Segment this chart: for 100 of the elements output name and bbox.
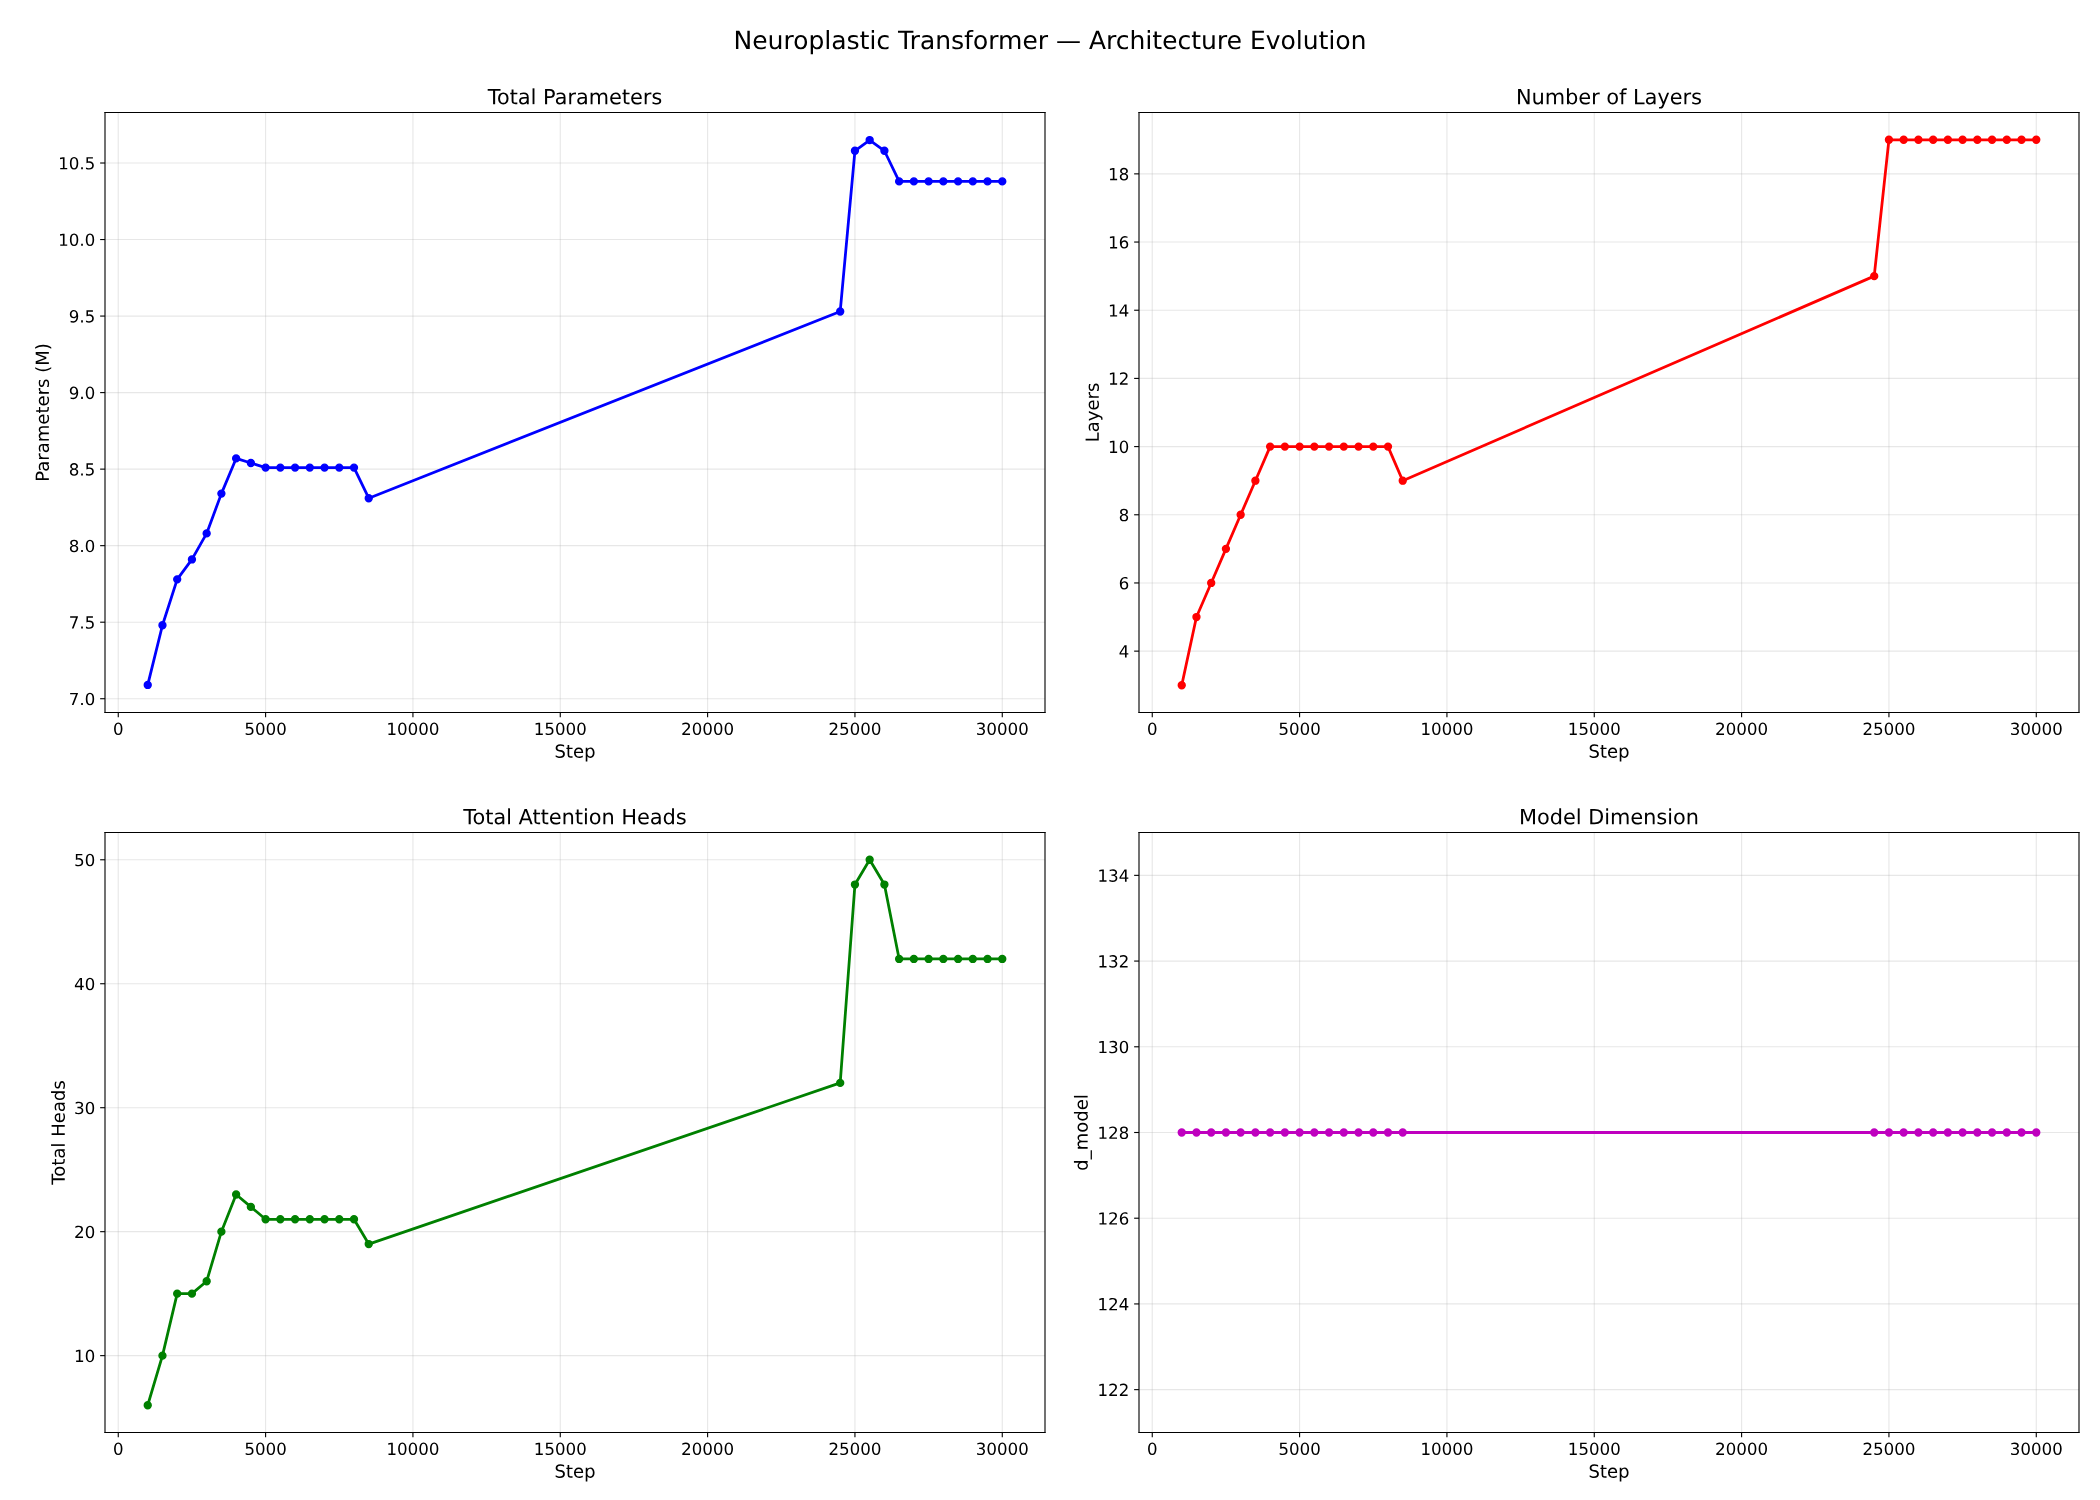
y-tick-label: 9.0 <box>69 386 95 400</box>
x-tick-label: 25000 <box>829 1442 881 1456</box>
point <box>1928 135 1938 144</box>
y-tick-label: 130 <box>1099 1040 1129 1054</box>
point <box>1884 135 1894 144</box>
y-axis-title: d_model <box>1073 1095 1092 1170</box>
point <box>939 177 948 186</box>
y-tick-label: 9.5 <box>69 310 94 323</box>
point <box>1914 135 1923 144</box>
point <box>2032 135 2041 144</box>
point <box>850 146 860 155</box>
point <box>983 954 992 964</box>
point <box>909 177 919 186</box>
y-axis-title: Total Heads <box>51 1081 66 1185</box>
y-tick-label: 6 <box>1119 576 1129 590</box>
y-tick-label: 132 <box>1099 955 1128 968</box>
y-tick-label: 14 <box>1109 304 1129 317</box>
point <box>1324 442 1334 451</box>
x-tick-label: 0 <box>114 722 123 736</box>
point <box>335 463 344 472</box>
point <box>865 855 874 864</box>
point <box>998 954 1007 964</box>
point <box>1295 442 1304 451</box>
point <box>276 1215 285 1224</box>
point <box>880 146 889 155</box>
point <box>305 1215 314 1224</box>
point <box>1265 442 1275 451</box>
y-axis-title: Parameters (M) <box>35 344 52 481</box>
point <box>320 1215 329 1224</box>
x-axis-title: Step <box>1589 1464 1629 1482</box>
y-tick-label: 7.5 <box>70 616 94 629</box>
point <box>1236 510 1245 519</box>
x-tick-label: 15000 <box>1569 1442 1620 1456</box>
point <box>1192 612 1201 622</box>
point <box>202 529 211 538</box>
x-tick-label: 0 <box>1148 722 1157 736</box>
point <box>1987 135 1997 144</box>
text: Neuroplastic Transformer — Architecture Evolution <box>735 30 1365 55</box>
y-tick-label: 122 <box>1099 1383 1128 1396</box>
y-tick-label: 126 <box>1099 1212 1129 1225</box>
point <box>143 1401 152 1410</box>
point <box>909 954 919 964</box>
point <box>231 1190 241 1199</box>
y-tick-label: 16 <box>1109 236 1129 249</box>
point <box>983 177 992 186</box>
x-tick-label: 30000 <box>2011 722 2062 736</box>
y-tick-label: 8 <box>1119 508 1129 522</box>
point <box>1280 442 1290 451</box>
x-axis-title: Step <box>1589 744 1629 762</box>
point <box>998 177 1007 186</box>
point <box>320 463 329 472</box>
point <box>202 1277 211 1286</box>
point <box>850 880 860 889</box>
point <box>1398 476 1407 485</box>
point <box>173 575 182 584</box>
y-tick-label: 124 <box>1099 1297 1129 1311</box>
point <box>217 489 226 498</box>
x-tick-label: 10000 <box>1422 1442 1473 1456</box>
point <box>2017 135 2026 144</box>
y-tick-label: 20 <box>75 1225 95 1239</box>
y-tick-label: 10.0 <box>60 233 95 247</box>
point <box>261 463 270 472</box>
y-tick-label: 12 <box>1109 372 1128 385</box>
point <box>953 177 963 186</box>
point <box>173 1289 182 1298</box>
point <box>364 1239 373 1249</box>
point <box>894 177 904 186</box>
point <box>865 135 874 145</box>
chart-title: Total Parameters <box>487 88 662 105</box>
point <box>290 1215 300 1224</box>
y-tick-label: 7.0 <box>70 692 95 706</box>
point <box>187 555 197 564</box>
x-tick-label: 10000 <box>388 722 439 736</box>
point <box>1207 578 1216 588</box>
x-tick-label: 10000 <box>1422 722 1473 736</box>
x-tick-label: 0 <box>1148 1442 1157 1456</box>
point <box>836 1078 845 1088</box>
y-tick-label: 18 <box>1109 167 1129 181</box>
point <box>364 494 373 503</box>
point <box>187 1289 197 1298</box>
y-tick-label: 40 <box>74 977 95 991</box>
point <box>968 954 977 964</box>
point <box>246 1202 256 1212</box>
point <box>894 954 904 964</box>
point <box>276 463 285 472</box>
x-tick-label: 30000 <box>2011 1442 2062 1456</box>
y-tick-label: 30 <box>75 1101 95 1115</box>
point <box>290 463 300 472</box>
point <box>836 307 845 316</box>
point <box>349 463 359 472</box>
point <box>143 680 152 690</box>
x-tick-label: 5000 <box>1279 1442 1320 1456</box>
x-tick-label: 5000 <box>245 1442 286 1456</box>
point <box>158 621 167 630</box>
x-tick-label: 15000 <box>1569 722 1620 736</box>
point <box>1177 681 1186 690</box>
x-tick-label: 15000 <box>535 722 586 736</box>
x-tick-label: 20000 <box>682 1442 733 1456</box>
x-tick-label: 25000 <box>1863 722 1915 736</box>
point <box>924 954 933 964</box>
